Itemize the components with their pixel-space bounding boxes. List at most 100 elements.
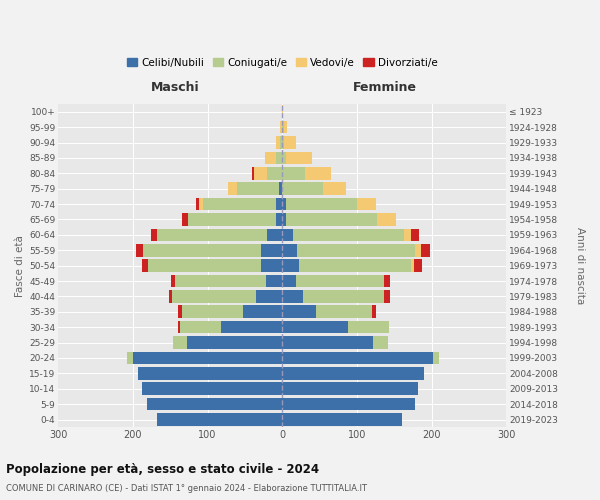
Bar [282, 152, 286, 164]
Bar [133, 352, 282, 364]
Bar [421, 244, 430, 256]
Bar [286, 213, 377, 226]
Bar [282, 182, 323, 195]
Bar [282, 121, 284, 134]
Bar [372, 306, 376, 318]
Bar [276, 152, 282, 164]
Bar [180, 321, 221, 334]
Bar [238, 182, 278, 195]
Bar [282, 321, 348, 334]
Bar [157, 228, 268, 241]
Bar [175, 274, 266, 287]
Bar [282, 336, 373, 349]
Bar [262, 260, 282, 272]
Bar [276, 198, 282, 210]
Bar [282, 244, 297, 256]
Bar [384, 274, 390, 287]
Bar [280, 121, 281, 134]
Y-axis label: Anni di nascita: Anni di nascita [575, 227, 585, 304]
Bar [127, 352, 133, 364]
Bar [280, 136, 282, 149]
Bar [256, 290, 282, 302]
Bar [266, 274, 282, 287]
Text: Maschi: Maschi [151, 82, 199, 94]
Bar [282, 398, 415, 410]
Bar [286, 198, 357, 210]
Bar [244, 306, 282, 318]
Text: Femmine: Femmine [353, 82, 418, 94]
Bar [187, 336, 282, 349]
Bar [143, 244, 262, 256]
Bar [147, 398, 282, 410]
Bar [203, 198, 276, 210]
Bar [282, 306, 316, 318]
Bar [411, 260, 415, 272]
Bar [282, 260, 299, 272]
Bar [373, 336, 388, 349]
Text: COMUNE DI CARINARO (CE) - Dati ISTAT 1° gennaio 2024 - Elaborazione TUTTITALIA.I: COMUNE DI CARINARO (CE) - Dati ISTAT 1° … [6, 484, 367, 493]
Bar [276, 213, 282, 226]
Bar [286, 152, 312, 164]
Bar [188, 213, 276, 226]
Bar [136, 244, 143, 256]
Bar [282, 367, 424, 380]
Legend: Celibi/Nubili, Coniugati/e, Vedovi/e, Divorziati/e: Celibi/Nubili, Coniugati/e, Vedovi/e, Di… [125, 56, 440, 70]
Bar [268, 228, 282, 241]
Bar [282, 352, 433, 364]
Bar [278, 182, 282, 195]
Bar [151, 228, 157, 241]
Bar [323, 182, 346, 195]
Bar [384, 290, 390, 302]
Bar [284, 136, 296, 149]
Bar [169, 290, 172, 302]
Bar [282, 274, 296, 287]
Bar [415, 260, 422, 272]
Bar [297, 244, 415, 256]
Bar [282, 413, 402, 426]
Bar [229, 182, 238, 195]
Bar [268, 167, 282, 179]
Bar [404, 228, 412, 241]
Bar [173, 336, 187, 349]
Bar [303, 290, 384, 302]
Bar [316, 306, 372, 318]
Bar [377, 213, 396, 226]
Bar [296, 274, 384, 287]
Y-axis label: Fasce di età: Fasce di età [15, 234, 25, 296]
Bar [293, 228, 404, 241]
Bar [254, 167, 268, 179]
Bar [282, 106, 283, 118]
Bar [284, 121, 287, 134]
Bar [178, 306, 182, 318]
Text: Popolazione per età, sesso e stato civile - 2024: Popolazione per età, sesso e stato civil… [6, 462, 319, 475]
Bar [282, 167, 305, 179]
Bar [199, 198, 203, 210]
Bar [412, 228, 419, 241]
Bar [196, 198, 199, 210]
Bar [148, 260, 262, 272]
Bar [282, 213, 286, 226]
Bar [182, 213, 188, 226]
Bar [142, 382, 282, 395]
Bar [282, 198, 286, 210]
Bar [415, 244, 421, 256]
Bar [348, 321, 389, 334]
Bar [305, 167, 331, 179]
Bar [282, 290, 303, 302]
Bar [299, 260, 411, 272]
Bar [253, 167, 254, 179]
Bar [281, 106, 282, 118]
Bar [433, 352, 439, 364]
Bar [221, 321, 282, 334]
Bar [172, 290, 256, 302]
Bar [282, 228, 293, 241]
Bar [265, 152, 276, 164]
Bar [138, 367, 282, 380]
Bar [171, 274, 175, 287]
Bar [182, 306, 244, 318]
Bar [357, 198, 376, 210]
Bar [142, 260, 148, 272]
Bar [178, 321, 180, 334]
Bar [157, 413, 282, 426]
Bar [276, 136, 280, 149]
